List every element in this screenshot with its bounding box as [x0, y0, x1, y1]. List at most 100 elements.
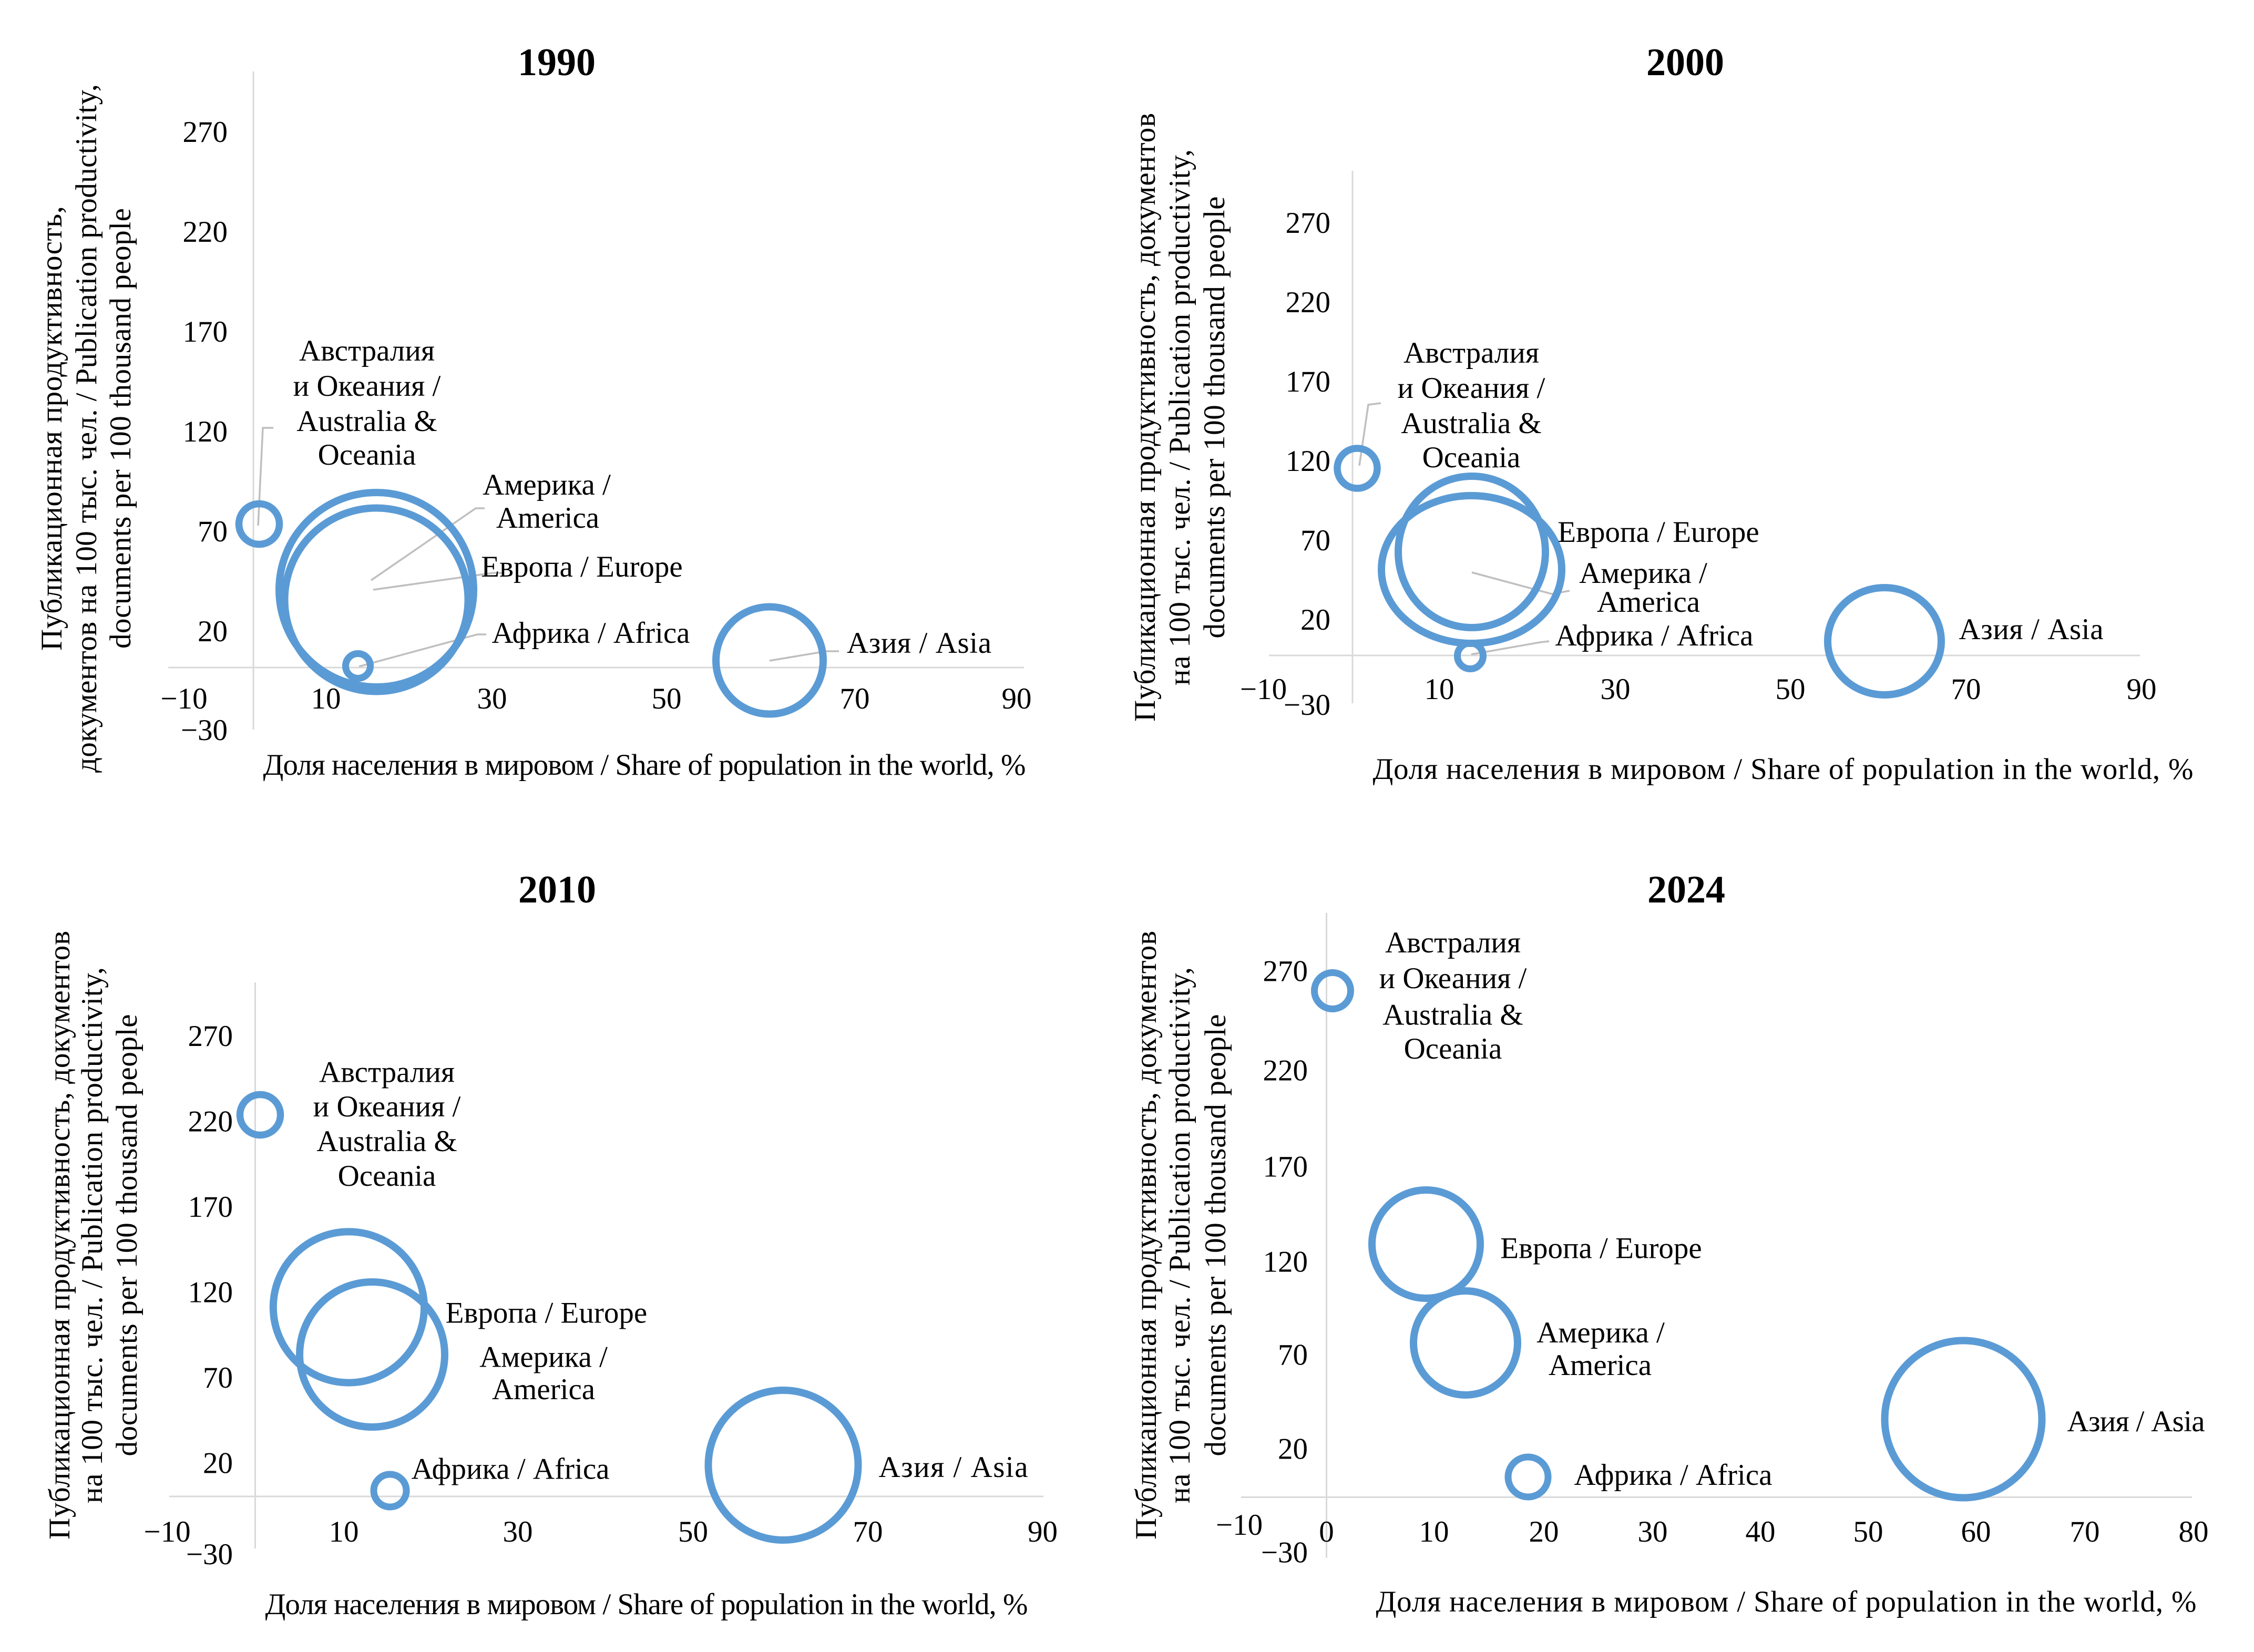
- svg-text:70: 70: [2070, 1515, 2100, 1548]
- svg-text:Oceania: Oceania: [1404, 1032, 1502, 1065]
- svg-text:Доля населения в мировом / Sha: Доля населения в мировом / Share of popu…: [265, 1588, 1028, 1621]
- svg-text:50: 50: [1853, 1515, 1883, 1548]
- svg-text:documents per 100 thousand peo: documents per 100 thousand people: [110, 1014, 144, 1456]
- svg-text:Азия / Asia: Азия / Asia: [847, 627, 991, 660]
- svg-text:documents per 100 thousand peo: documents per 100 thousand people: [1198, 197, 1231, 639]
- svg-text:Австралия: Австралия: [299, 334, 435, 367]
- svg-text:−10: −10: [160, 682, 207, 715]
- svg-text:Европа / Europe: Европа / Europe: [1558, 516, 1759, 549]
- svg-text:10: 10: [329, 1515, 359, 1548]
- svg-text:50: 50: [678, 1515, 708, 1548]
- svg-text:30: 30: [503, 1515, 533, 1548]
- svg-text:10: 10: [311, 682, 341, 715]
- svg-text:120: 120: [1286, 445, 1331, 478]
- svg-text:Публикационная продуктивность,: Публикационная продуктивность, документо…: [1129, 113, 1162, 722]
- svg-text:70: 70: [840, 682, 870, 715]
- svg-text:170: 170: [183, 315, 228, 348]
- svg-text:30: 30: [1601, 673, 1631, 706]
- svg-text:2024: 2024: [1647, 868, 1725, 911]
- svg-text:70: 70: [1278, 1338, 1308, 1371]
- svg-text:50: 50: [1776, 673, 1806, 706]
- svg-text:Европа / Europe: Европа / Europe: [481, 550, 682, 583]
- svg-text:0: 0: [1319, 1515, 1334, 1548]
- svg-text:America: America: [1597, 586, 1700, 619]
- svg-text:и Океания /: и Океания /: [1379, 962, 1527, 995]
- svg-text:документов на 100 тыс. чел. /: документов на 100 тыс. чел. / Publicatio…: [70, 84, 103, 773]
- svg-text:120: 120: [183, 415, 228, 448]
- svg-text:90: 90: [2127, 673, 2157, 706]
- svg-text:90: 90: [1028, 1515, 1058, 1548]
- svg-text:Публикационная продуктивность,: Публикационная продуктивность,: [35, 206, 68, 651]
- svg-text:и Океания /: и Океания /: [293, 370, 441, 403]
- svg-text:Oceania: Oceania: [1422, 441, 1521, 474]
- svg-text:Африка / Africa: Африка / Africa: [1574, 1459, 1773, 1492]
- svg-text:Australia &: Australia &: [296, 405, 437, 438]
- svg-text:Австралия: Австралия: [1385, 926, 1521, 959]
- svg-text:и Океания /: и Океания /: [313, 1090, 461, 1123]
- svg-text:170: 170: [1263, 1151, 1308, 1184]
- svg-text:270: 270: [1263, 955, 1308, 988]
- svg-text:−30: −30: [186, 1538, 233, 1571]
- svg-text:Америка /: Америка /: [479, 1340, 608, 1373]
- svg-text:−30: −30: [181, 714, 228, 747]
- svg-text:20: 20: [203, 1447, 233, 1480]
- svg-text:Публикационная продуктивность,: Публикационная продуктивность, документо…: [43, 931, 76, 1540]
- svg-text:documents per 100 thousand peo: documents per 100 thousand people: [1199, 1014, 1232, 1456]
- svg-text:1990: 1990: [518, 41, 596, 84]
- svg-text:30: 30: [1638, 1515, 1668, 1548]
- svg-text:20: 20: [1300, 603, 1330, 637]
- svg-text:−30: −30: [1284, 689, 1330, 722]
- svg-text:на 100 тыс. чел. / Publication: на 100 тыс. чел. / Publication productiv…: [76, 967, 109, 1503]
- svg-text:40: 40: [1746, 1515, 1776, 1548]
- svg-text:America: America: [1549, 1349, 1652, 1382]
- svg-text:Oceania: Oceania: [338, 1160, 436, 1193]
- svg-text:Публикационная продуктивность,: Публикационная продуктивность, документо…: [1130, 931, 1163, 1540]
- svg-text:80: 80: [2179, 1515, 2209, 1548]
- svg-text:270: 270: [188, 1020, 233, 1053]
- svg-text:10: 10: [1419, 1515, 1449, 1548]
- svg-text:60: 60: [1961, 1515, 1991, 1548]
- svg-text:Африка / Africa: Африка / Africa: [1555, 619, 1754, 652]
- svg-text:10: 10: [1425, 673, 1454, 706]
- svg-text:120: 120: [1263, 1246, 1308, 1279]
- svg-text:170: 170: [1286, 365, 1331, 398]
- svg-text:Доля населения в мировом / Sha: Доля населения в мировом / Share of popu…: [263, 748, 1026, 782]
- svg-text:20: 20: [1529, 1515, 1559, 1548]
- svg-text:Australia &: Australia &: [1382, 999, 1523, 1032]
- svg-text:20: 20: [1278, 1433, 1308, 1466]
- svg-text:на 100 тыс. чел. / Publication: на 100 тыс. чел. / Publication productiv…: [1163, 967, 1196, 1503]
- svg-text:220: 220: [1263, 1054, 1308, 1087]
- svg-text:Oceania: Oceania: [318, 438, 416, 471]
- svg-text:Австралия: Австралия: [1403, 336, 1539, 370]
- svg-text:70: 70: [1951, 673, 1981, 706]
- svg-text:и Океания /: и Океания /: [1398, 372, 1545, 405]
- svg-text:−10: −10: [1240, 673, 1287, 706]
- svg-text:Азия / Asia: Азия / Asia: [879, 1451, 1028, 1484]
- svg-text:Доля населения в мировом / Sha: Доля населения в мировом / Share of popu…: [1376, 1585, 2197, 1618]
- svg-text:Америка /: Америка /: [1579, 557, 1707, 590]
- svg-text:30: 30: [477, 682, 507, 715]
- svg-text:Европа / Europe: Европа / Europe: [1500, 1232, 1702, 1265]
- svg-text:270: 270: [183, 116, 228, 149]
- svg-text:Америка /: Америка /: [483, 468, 611, 501]
- svg-text:70: 70: [198, 515, 228, 548]
- svg-text:−30: −30: [1261, 1536, 1308, 1569]
- svg-text:270: 270: [1286, 207, 1331, 240]
- svg-text:−10: −10: [144, 1515, 190, 1548]
- svg-text:70: 70: [853, 1515, 883, 1548]
- svg-text:Australia &: Australia &: [1401, 407, 1542, 440]
- svg-text:90: 90: [1002, 682, 1032, 715]
- svg-text:Азия / Asia: Азия / Asia: [1959, 613, 2104, 646]
- svg-text:20: 20: [198, 615, 228, 648]
- svg-text:Азия / Asia: Азия / Asia: [2067, 1405, 2205, 1438]
- svg-text:170: 170: [188, 1191, 233, 1224]
- svg-text:Европа / Europe: Европа / Europe: [446, 1297, 647, 1330]
- svg-text:220: 220: [1286, 286, 1331, 319]
- svg-text:220: 220: [188, 1105, 233, 1138]
- svg-text:Австралия: Австралия: [319, 1056, 455, 1089]
- svg-text:documents per 100 thousand peo: documents per 100 thousand people: [104, 208, 137, 649]
- svg-text:2000: 2000: [1646, 41, 1724, 84]
- svg-text:Африка / Africa: Африка / Africa: [492, 617, 690, 650]
- svg-text:220: 220: [183, 216, 228, 249]
- svg-text:на 100 тыс. чел. / Publication: на 100 тыс. чел. / Publication productiv…: [1163, 149, 1196, 685]
